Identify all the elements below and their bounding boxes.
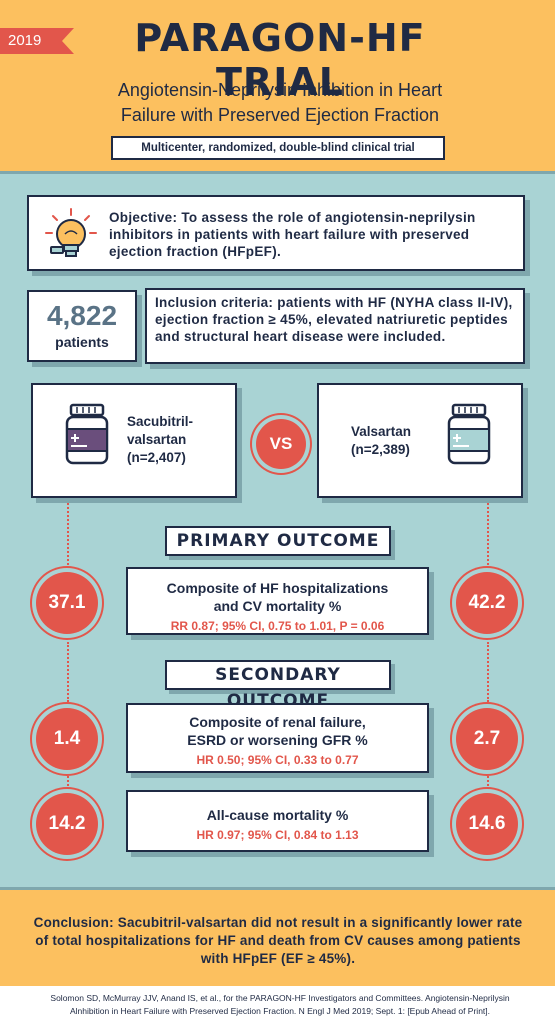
conclusion-text: Conclusion: Sacubitril-valsartan did not… — [33, 915, 523, 966]
pill-bottle-icon — [63, 403, 111, 470]
primary-outcome-label-1: Composite of HF hospitalizations — [166, 580, 389, 596]
inclusion-criteria-card: Inclusion criteria: patients with HF (NY… — [145, 288, 525, 364]
primary-value-sacubitril: 37.1 — [36, 572, 98, 634]
arm-a-line-2: valsartan — [127, 432, 187, 447]
trial-design-label: Multicenter, randomized, double-blind cl… — [111, 136, 445, 160]
sacubitril-valsartan-label: Sacubitril- valsartan (n=2,407) — [127, 413, 237, 467]
reference-line-1: Solomon SD, McMurray JJV, Anand IS, et a… — [50, 993, 510, 1003]
reference-line-2: Alnhibition in Heart Failure with Preser… — [69, 1006, 491, 1016]
mortality-outcome-stat: HR 0.97; 95% CI, 0.84 to 1.13 — [196, 828, 359, 842]
conclusion-banner: Conclusion: Sacubitril-valsartan did not… — [0, 887, 555, 986]
primary-outcome-title: PRIMARY OUTCOME — [165, 526, 391, 556]
subtitle-line-2: Failure with Preserved Ejection Fraction — [120, 105, 440, 125]
mortality-value-sacubitril: 14.2 — [36, 793, 98, 855]
primary-outcome-label-2: and CV mortality % — [213, 598, 342, 614]
primary-outcome-stat: RR 0.87; 95% CI, 0.75 to 1.01, P = 0.06 — [170, 619, 385, 633]
primary-outcome-card: Composite of HF hospitalizations and CV … — [126, 567, 429, 635]
sacubitril-valsartan-arm-card: Sacubitril- valsartan (n=2,407) — [31, 383, 237, 498]
header-banner: 2019 PARAGON-HF TRIAL Angiotensin-Nepril… — [0, 0, 555, 174]
objective-text: Objective: To assess the role of angiote… — [109, 210, 476, 259]
lightbulb-icon — [43, 207, 99, 263]
patients-label: patients — [55, 334, 109, 350]
connector-line-left-3 — [67, 772, 69, 790]
connector-line-right-3 — [487, 772, 489, 790]
page-title: PARAGON-HF TRIAL — [134, 16, 426, 104]
patients-count: 4,822 — [46, 300, 118, 331]
arm-b-line-1: Valsartan — [351, 424, 412, 439]
renal-outcome-stat: HR 0.50; 95% CI, 0.33 to 0.77 — [196, 753, 359, 767]
renal-value-valsartan: 2.7 — [456, 708, 518, 770]
renal-value-sacubitril: 1.4 — [36, 708, 98, 770]
mortality-outcome-label: All-cause mortality % — [206, 807, 349, 823]
objective-card: Objective: To assess the role of angiote… — [27, 195, 525, 271]
reference-text: Solomon SD, McMurray JJV, Anand IS, et a… — [30, 992, 530, 1018]
mortality-outcome-card: All-cause mortality % HR 0.97; 95% CI, 0… — [126, 790, 429, 852]
connector-line-right-1 — [487, 500, 489, 572]
page-subtitle: Angiotensin-Neprilysin Inhibition in Hea… — [60, 78, 500, 128]
connector-line-right-2 — [487, 642, 489, 702]
inclusion-criteria-text: Inclusion criteria: patients with HF (NY… — [155, 295, 513, 344]
renal-outcome-label-1: Composite of renal failure, — [189, 714, 366, 730]
secondary-outcome-title: SECONDARY OUTCOME — [165, 660, 391, 711]
arm-a-line-1: Sacubitril- — [127, 414, 194, 429]
valsartan-label: Valsartan (n=2,389) — [351, 423, 441, 459]
connector-line-left-2 — [67, 642, 69, 702]
subtitle-line-1: Angiotensin-Neprilysin Inhibition in Hea… — [117, 80, 443, 100]
pill-bottle-icon — [445, 403, 493, 470]
mortality-value-valsartan: 14.6 — [456, 793, 518, 855]
valsartan-arm-card: Valsartan (n=2,389) — [317, 383, 523, 498]
patients-count-card: 4,822 patients — [27, 290, 137, 362]
renal-outcome-label-2: ESRD or worsening GFR % — [187, 732, 368, 748]
arm-b-line-2: (n=2,389) — [351, 442, 410, 457]
vs-badge: VS — [256, 419, 306, 469]
year-badge: 2019 — [0, 28, 74, 54]
renal-outcome-card: Composite of renal failure, ESRD or wors… — [126, 703, 429, 773]
arm-a-line-3: (n=2,407) — [127, 450, 186, 465]
primary-value-valsartan: 42.2 — [456, 572, 518, 634]
reference-footer: Solomon SD, McMurray JJV, Anand IS, et a… — [0, 986, 555, 1024]
connector-line-left-1 — [67, 500, 69, 572]
